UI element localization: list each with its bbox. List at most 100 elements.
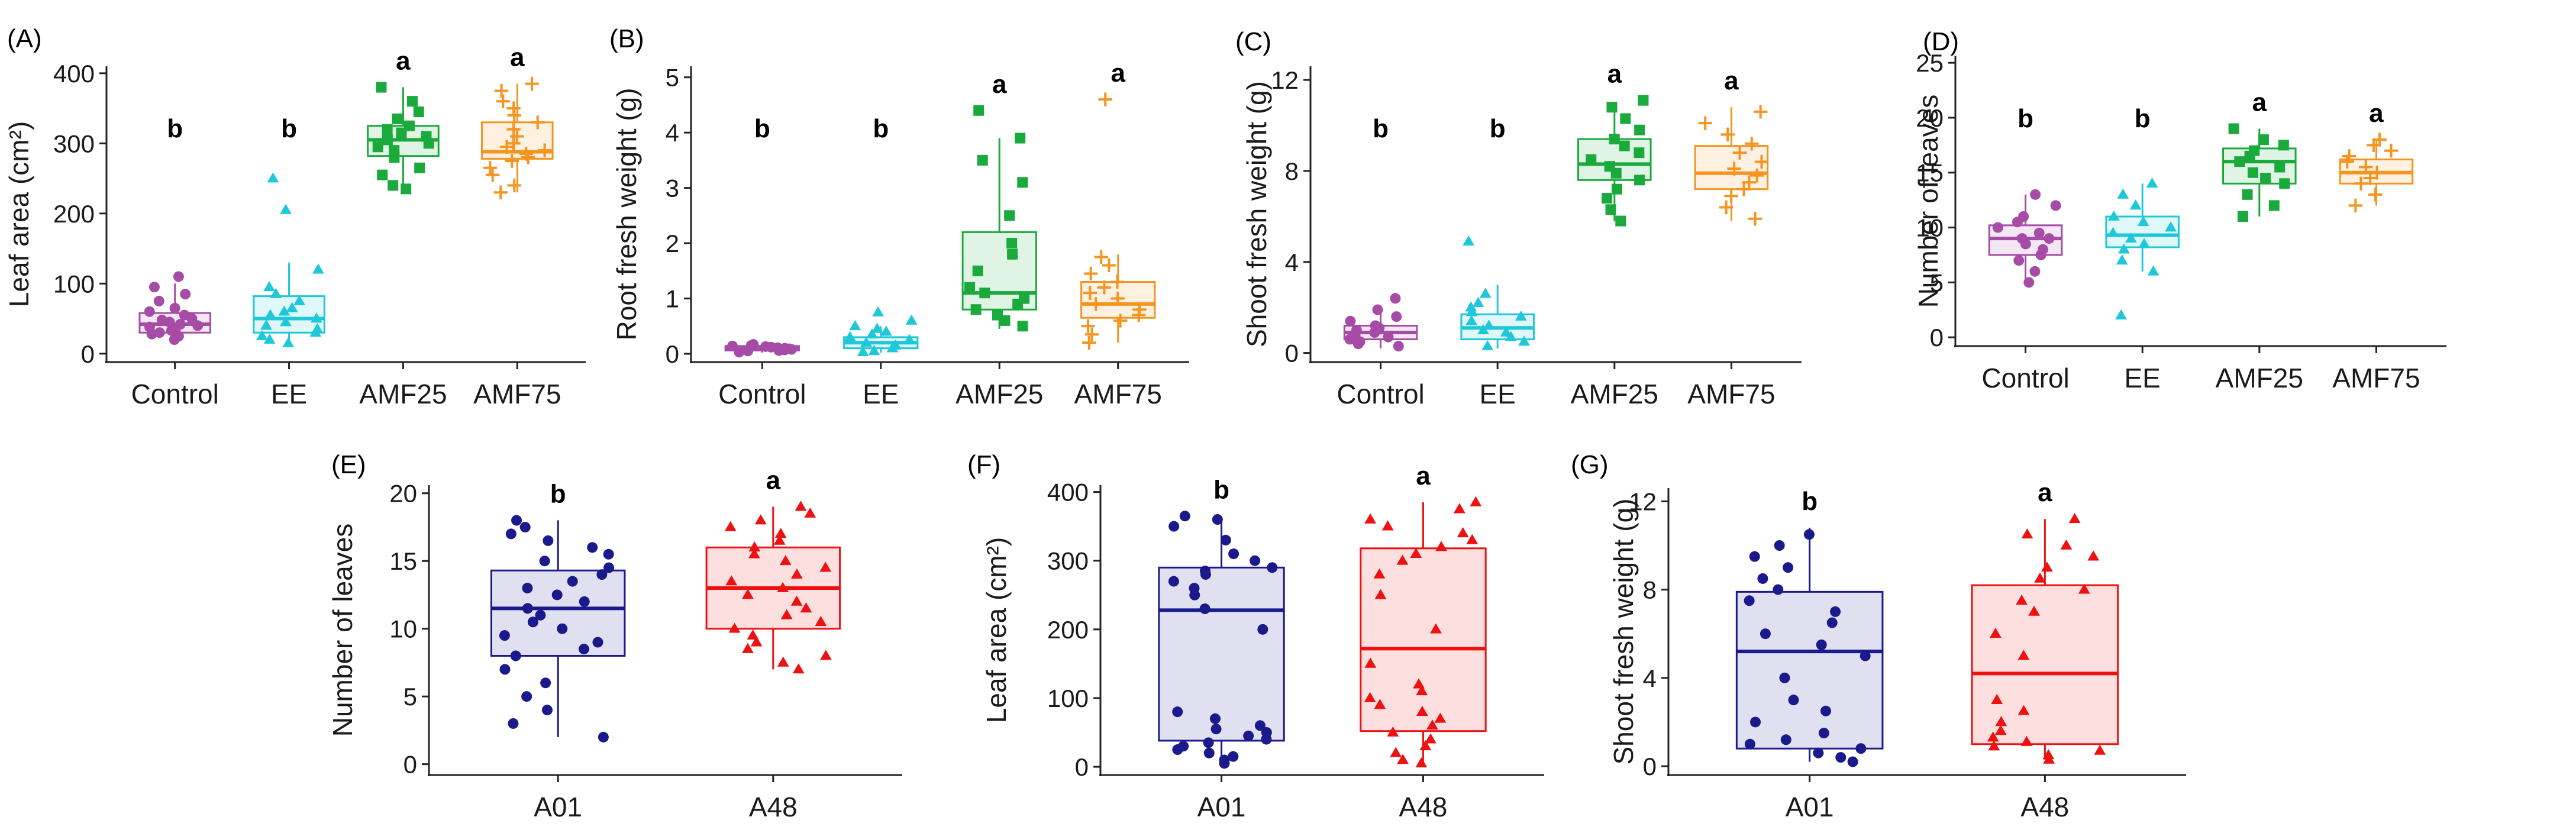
x-tick-label-a48: A48 [1399, 792, 1448, 822]
data-point [860, 337, 873, 347]
data-point [992, 309, 1003, 321]
significance-letter: b [2135, 104, 2151, 133]
y-tick-label: 200 [53, 200, 95, 228]
data-point [1387, 726, 1399, 737]
data-point [1820, 705, 1831, 716]
data-point [263, 333, 276, 344]
significance-letter: b [873, 114, 889, 143]
data-point [2087, 550, 2100, 561]
data-point [1081, 319, 1095, 333]
data-point [1391, 311, 1402, 322]
panel-a: (A) 0 100 200 300 400 Leaf area (cm²) Control b E… [4, 24, 586, 409]
data-point [2125, 232, 2137, 243]
data-point [2247, 167, 2258, 178]
data-point [777, 656, 789, 667]
data-point [889, 339, 902, 350]
data-point [1744, 595, 1755, 606]
x-tick-label-amf75: AMF75 [2332, 363, 2420, 393]
x-tick-label-a48: A48 [749, 792, 798, 822]
data-point [377, 169, 388, 180]
x-tick-label-amf75: AMF75 [473, 379, 561, 409]
data-point [2017, 705, 2030, 715]
significance-letter: a [992, 70, 1007, 99]
y-tick-label: 400 [1047, 479, 1089, 506]
data-point [2107, 210, 2120, 221]
data-point [1426, 719, 1438, 730]
data-point [496, 94, 511, 108]
data-point [1757, 573, 1768, 584]
y-axis-title: Leaf area (cm²) [981, 537, 1012, 723]
data-point [603, 548, 614, 560]
data-point [790, 595, 803, 606]
data-point [857, 346, 869, 357]
data-point [144, 306, 155, 317]
data-point [510, 129, 524, 144]
data-point [1463, 235, 1475, 246]
data-point [483, 161, 498, 175]
x-tick-label-control: Control [131, 379, 219, 409]
data-point [1199, 603, 1210, 615]
data-point [2018, 211, 2029, 222]
data-point [256, 330, 268, 341]
significance-letter: b [550, 480, 566, 509]
data-point [1483, 319, 1495, 330]
data-point [192, 320, 204, 331]
data-point [1611, 183, 1622, 195]
x-tick-label-amf25: AMF25 [2216, 363, 2303, 393]
data-point [1465, 301, 1477, 312]
data-point [1372, 304, 1383, 315]
data-point [1586, 154, 1597, 165]
data-point [777, 582, 789, 592]
data-point [389, 145, 400, 156]
data-point [499, 664, 511, 675]
y-tick-label: 3 [666, 175, 679, 202]
data-point [1435, 541, 1448, 551]
data-point [2078, 583, 2090, 594]
data-point [1754, 154, 1769, 169]
significance-letter: a [1724, 66, 1739, 95]
data-point [1779, 672, 1790, 683]
data-point [2041, 561, 2053, 572]
data-point [1720, 127, 1735, 142]
data-point [725, 575, 738, 586]
data-point [154, 327, 165, 338]
data-point [804, 507, 816, 518]
data-point [156, 314, 167, 325]
x-tick-label-a48: A48 [2020, 792, 2069, 822]
data-point [2068, 512, 2081, 524]
data-point [1477, 324, 1489, 334]
data-point [169, 302, 180, 314]
data-point [1619, 140, 1630, 151]
data-point [1604, 161, 1615, 172]
data-point [1638, 95, 1649, 106]
data-point [1393, 341, 1404, 352]
data-point [1210, 724, 1222, 735]
data-point [1373, 568, 1386, 579]
data-point [1390, 293, 1401, 304]
data-point [2013, 255, 2025, 266]
data-point [1987, 731, 1999, 742]
data-point [1209, 713, 1221, 724]
data-point [1780, 734, 1791, 745]
data-point [388, 180, 399, 191]
data-point [2279, 178, 2290, 189]
data-point [2030, 189, 2041, 200]
data-point [1007, 248, 1018, 260]
data-point [1228, 751, 1239, 762]
data-point [382, 134, 393, 146]
data-point [267, 172, 279, 183]
data-point [1727, 162, 1741, 176]
data-point [1860, 650, 1871, 661]
data-point [866, 328, 878, 339]
significance-letter: a [1607, 60, 1622, 89]
data-point [1097, 280, 1112, 295]
data-point [1083, 286, 1097, 300]
data-point [2370, 166, 2384, 180]
data-point [979, 288, 990, 299]
significance-letter: a [766, 466, 781, 495]
data-point [2116, 254, 2128, 265]
data-point [1383, 331, 1394, 343]
data-point [1098, 92, 1112, 106]
data-point [2384, 143, 2399, 158]
data-point [1267, 562, 1278, 573]
